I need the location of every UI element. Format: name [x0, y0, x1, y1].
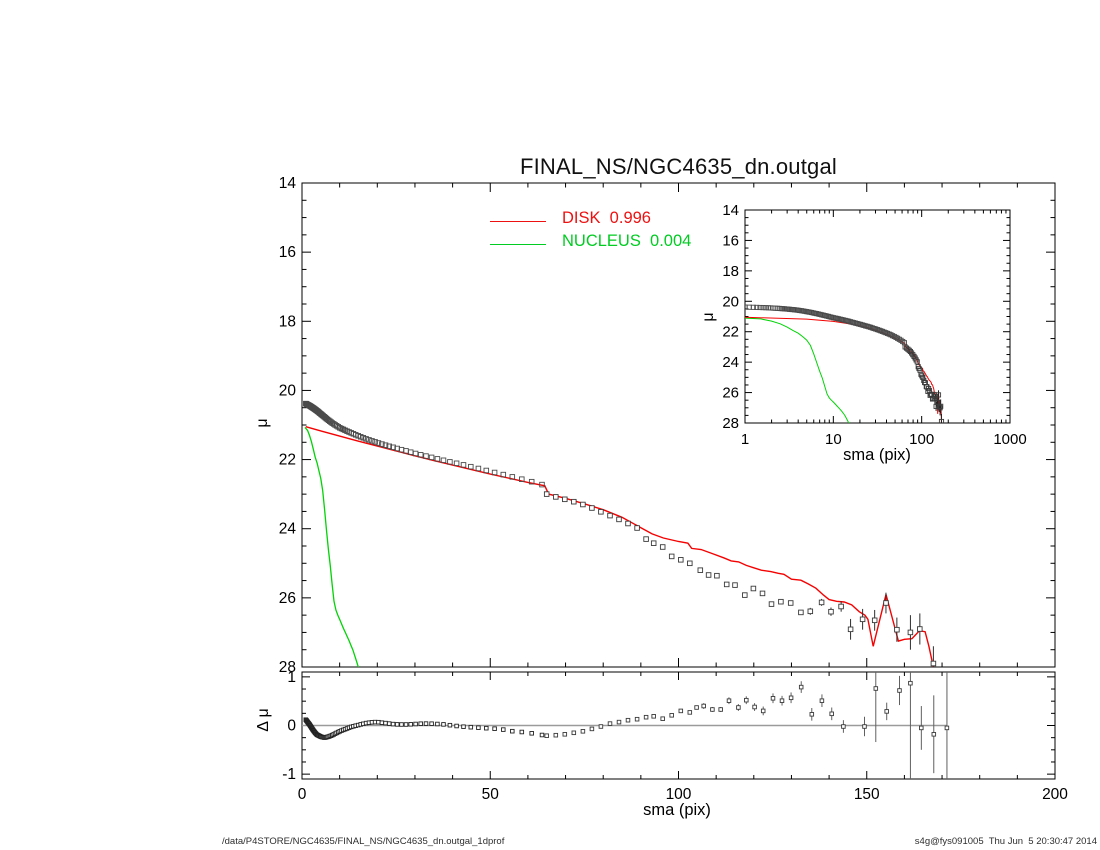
x-ticks	[301, 672, 1056, 779]
svg-text:24: 24	[722, 354, 739, 371]
svg-text:1: 1	[287, 669, 296, 686]
svg-text:-1: -1	[282, 766, 296, 783]
svg-text:150: 150	[854, 786, 880, 803]
residual-y-axis-label: Δ μ	[255, 708, 272, 732]
inset-y-axis-label: μ	[700, 312, 717, 322]
main-x-axis-label: sma (pix)	[643, 801, 711, 819]
svg-text:16: 16	[279, 244, 296, 261]
footer-user-timestamp: s4g@fys091005 Thu Jun 5 20:30:47 2014	[914, 836, 1097, 847]
inset-galaxy-points	[745, 304, 945, 423]
galaxy-profile-points	[303, 400, 937, 667]
svg-text:14: 14	[722, 202, 739, 219]
inset-x-axis-label: sma (pix)	[843, 446, 911, 464]
inset-nucleus-line	[745, 317, 850, 423]
nucleus-model-line	[304, 426, 359, 667]
x-ticks	[301, 183, 1056, 667]
svg-text:22: 22	[722, 324, 739, 341]
svg-text:200: 200	[1042, 786, 1068, 803]
svg-text:18: 18	[722, 263, 739, 280]
svg-text:28: 28	[279, 659, 296, 676]
y-ticks	[302, 182, 1055, 668]
svg-text:100: 100	[666, 786, 692, 803]
svg-text:100: 100	[909, 431, 934, 448]
disk-legend-label: DISK 0.996	[562, 209, 651, 227]
svg-text:0: 0	[287, 718, 296, 735]
svg-text:16: 16	[722, 232, 739, 249]
residual-points	[303, 680, 950, 740]
svg-text:18: 18	[279, 313, 296, 330]
svg-text:22: 22	[279, 452, 296, 469]
svg-text:26: 26	[279, 590, 296, 607]
svg-text:10: 10	[825, 431, 842, 448]
svg-text:14: 14	[279, 175, 297, 192]
svg-text:26: 26	[722, 385, 739, 402]
chart-title: FINAL_NS/NGC4635_dn.outgal	[519, 154, 838, 179]
svg-text:20: 20	[722, 293, 739, 310]
svg-text:1000: 1000	[993, 431, 1026, 448]
svg-text:28: 28	[722, 415, 739, 432]
svg-text:50: 50	[482, 786, 500, 803]
disk-legend-line	[490, 221, 546, 222]
svg-text:24: 24	[279, 521, 297, 538]
svg-text:20: 20	[279, 382, 297, 399]
x-ticks-log	[744, 210, 1011, 423]
nucleus-legend-label: NUCLEUS 0.004	[562, 232, 692, 250]
y-ticks	[745, 209, 1010, 424]
footer-file-path: /data/P4STORE/NGC4635/FINAL_NS/NGC4635_d…	[222, 836, 505, 847]
inset-disk-line	[745, 316, 942, 423]
svg-text:1: 1	[741, 431, 749, 448]
nucleus-legend-line	[490, 244, 546, 245]
main-y-axis-label: μ	[254, 418, 271, 428]
svg-text:0: 0	[298, 786, 307, 803]
